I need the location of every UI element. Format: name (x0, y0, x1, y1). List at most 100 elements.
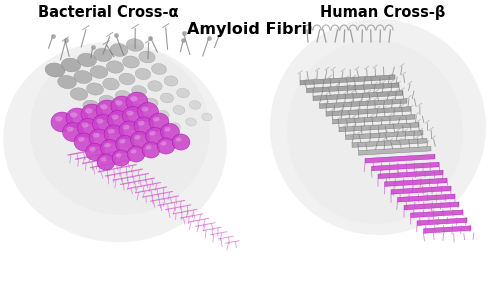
Ellipse shape (132, 86, 146, 96)
Ellipse shape (97, 154, 115, 170)
Ellipse shape (78, 53, 96, 67)
Ellipse shape (100, 139, 119, 157)
Ellipse shape (89, 129, 109, 147)
Ellipse shape (66, 126, 73, 131)
Ellipse shape (55, 116, 62, 122)
Polygon shape (384, 178, 447, 186)
Ellipse shape (142, 106, 148, 111)
Ellipse shape (176, 88, 190, 98)
Ellipse shape (173, 106, 185, 115)
Polygon shape (404, 202, 459, 210)
Ellipse shape (120, 137, 134, 147)
Polygon shape (306, 83, 399, 93)
Polygon shape (352, 138, 427, 147)
Polygon shape (326, 107, 411, 116)
Ellipse shape (45, 63, 65, 77)
Text: Human Cross-β: Human Cross-β (320, 5, 446, 20)
Ellipse shape (119, 139, 126, 144)
Polygon shape (417, 218, 467, 225)
Ellipse shape (112, 108, 126, 118)
Ellipse shape (62, 122, 84, 142)
Ellipse shape (126, 39, 144, 51)
Ellipse shape (70, 112, 78, 117)
Ellipse shape (66, 108, 88, 128)
Ellipse shape (82, 122, 88, 128)
Ellipse shape (94, 48, 112, 61)
Ellipse shape (81, 104, 103, 124)
Ellipse shape (104, 143, 110, 148)
Ellipse shape (138, 102, 158, 122)
Ellipse shape (70, 88, 88, 100)
Ellipse shape (172, 134, 190, 150)
Ellipse shape (92, 115, 114, 133)
Ellipse shape (93, 133, 100, 137)
Ellipse shape (74, 70, 92, 84)
Polygon shape (424, 226, 471, 233)
Ellipse shape (146, 127, 165, 144)
Ellipse shape (160, 141, 166, 146)
Ellipse shape (126, 92, 148, 112)
Ellipse shape (152, 64, 166, 75)
Polygon shape (391, 186, 451, 194)
Polygon shape (320, 99, 407, 108)
Ellipse shape (3, 42, 227, 242)
Text: Amyloid Fibril: Amyloid Fibril (187, 22, 313, 37)
Ellipse shape (139, 51, 155, 63)
Ellipse shape (86, 144, 104, 161)
Ellipse shape (153, 128, 165, 136)
Ellipse shape (119, 121, 139, 139)
Ellipse shape (99, 95, 115, 107)
Ellipse shape (140, 115, 153, 125)
Ellipse shape (270, 19, 486, 235)
Ellipse shape (130, 131, 150, 148)
Ellipse shape (149, 113, 169, 131)
Ellipse shape (78, 119, 98, 137)
Polygon shape (372, 162, 439, 171)
Ellipse shape (108, 125, 122, 135)
Ellipse shape (104, 125, 124, 143)
Ellipse shape (160, 93, 173, 103)
Ellipse shape (115, 100, 122, 106)
Ellipse shape (112, 150, 130, 166)
Ellipse shape (157, 138, 175, 154)
Polygon shape (358, 146, 431, 155)
Ellipse shape (96, 119, 103, 124)
Ellipse shape (144, 98, 158, 108)
Ellipse shape (100, 157, 106, 162)
Ellipse shape (126, 110, 134, 115)
Ellipse shape (128, 103, 142, 113)
Ellipse shape (127, 146, 145, 162)
Ellipse shape (83, 100, 99, 112)
Ellipse shape (160, 124, 180, 141)
Ellipse shape (102, 78, 120, 90)
Ellipse shape (134, 117, 154, 135)
Ellipse shape (78, 137, 84, 142)
Ellipse shape (164, 76, 178, 86)
Ellipse shape (287, 40, 463, 224)
Ellipse shape (108, 110, 128, 130)
Ellipse shape (86, 83, 104, 95)
Ellipse shape (116, 90, 130, 102)
Ellipse shape (190, 101, 200, 109)
Ellipse shape (170, 123, 180, 131)
Ellipse shape (130, 149, 136, 154)
Ellipse shape (122, 56, 140, 68)
Ellipse shape (130, 96, 138, 101)
Ellipse shape (134, 135, 140, 139)
Polygon shape (398, 194, 455, 202)
Ellipse shape (106, 61, 124, 73)
Ellipse shape (111, 96, 133, 116)
Ellipse shape (116, 153, 121, 157)
Polygon shape (339, 122, 419, 132)
Ellipse shape (96, 100, 118, 120)
Ellipse shape (30, 45, 210, 215)
Ellipse shape (108, 129, 114, 133)
Ellipse shape (157, 110, 169, 119)
Polygon shape (332, 115, 415, 124)
Ellipse shape (176, 137, 182, 142)
Polygon shape (365, 154, 435, 163)
Ellipse shape (146, 145, 152, 150)
Ellipse shape (100, 104, 108, 109)
Ellipse shape (135, 68, 151, 80)
Ellipse shape (202, 113, 212, 121)
